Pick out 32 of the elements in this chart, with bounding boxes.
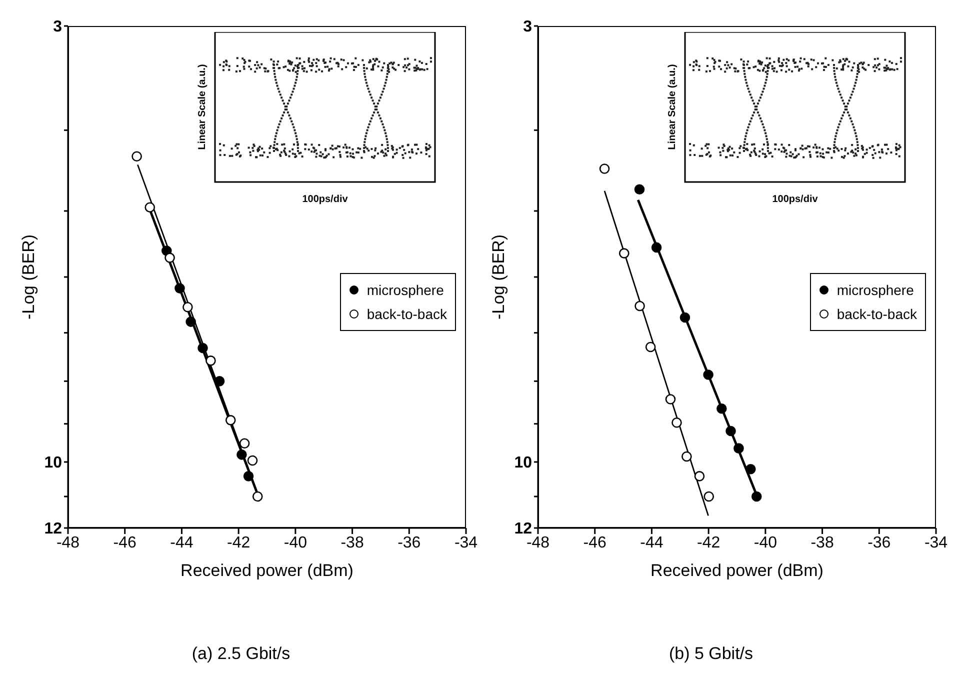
x-tick-label: -36 xyxy=(868,534,891,552)
x-tick-label: -38 xyxy=(340,534,364,552)
x-tick-label: -42 xyxy=(697,534,720,552)
legend-label: microsphere xyxy=(366,281,444,300)
x-tick-label: -44 xyxy=(640,534,664,552)
y-axis-title: -Log (BER) xyxy=(19,234,38,320)
x-tick-label: -36 xyxy=(398,534,421,552)
x-tick-label: -40 xyxy=(284,534,308,552)
annotation: Linear Scale (a.u.) xyxy=(667,64,678,150)
x-tick-label: -46 xyxy=(113,534,137,552)
y-tick-label: 10 xyxy=(44,454,62,472)
x-tick-label: -42 xyxy=(227,534,250,552)
x-tick-label: -34 xyxy=(454,534,478,552)
text: (a) 2.5 Gbit/s xyxy=(190,644,292,664)
annotation: Linear Scale (a.u.) xyxy=(197,64,208,150)
x-axis-title: Received power (dBm) xyxy=(650,561,824,580)
y-tick-label: 3 xyxy=(53,18,62,36)
annotation: 100ps/div xyxy=(302,194,348,205)
y-axis-title: -Log (BER) xyxy=(489,234,508,320)
x-tick-label: -46 xyxy=(583,534,607,552)
text: (b) 5 Gbit/s xyxy=(668,644,754,664)
x-tick-label: -44 xyxy=(170,534,194,552)
x-tick-label: -40 xyxy=(754,534,778,552)
x-tick-label: -38 xyxy=(810,534,834,552)
y-tick-label: 3 xyxy=(523,18,532,36)
y-tick-label: 10 xyxy=(514,454,532,472)
x-tick-label: -34 xyxy=(924,534,948,552)
x-axis-title: Received power (dBm) xyxy=(180,561,354,580)
legend-label: back-to-back xyxy=(836,305,917,324)
annotation: 100ps/div xyxy=(772,194,818,205)
legend-label: microsphere xyxy=(836,281,914,300)
legend-label: back-to-back xyxy=(366,305,447,324)
